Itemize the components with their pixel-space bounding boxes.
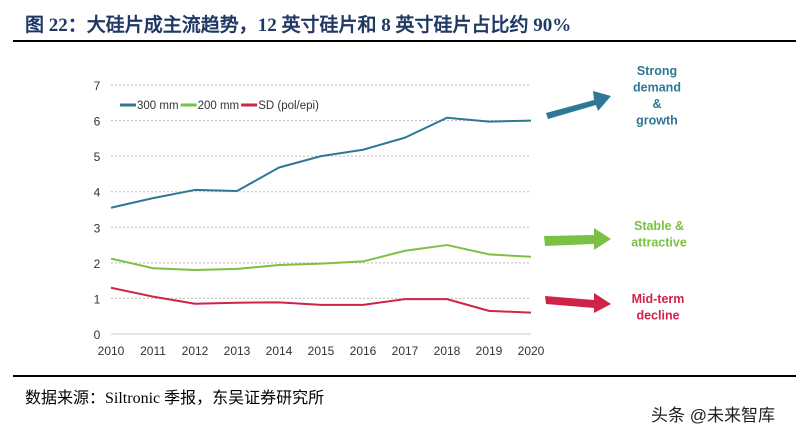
series-line-200-mm [110,244,532,271]
annotation-text: Strong [637,64,677,78]
trend-arrow-icon [545,293,611,313]
x-tick-label: 2018 [434,344,461,358]
x-tick-label: 2010 [98,344,125,358]
annotation-text: growth [636,114,678,128]
watermark: 头条 @未来智库 [651,406,775,425]
y-tick-label: 3 [94,221,101,235]
x-tick-label: 2011 [140,344,166,358]
source-divider [13,375,796,377]
y-tick-label: 5 [94,150,101,164]
x-tick-label: 2013 [224,344,251,358]
annotation-text: attractive [631,236,687,250]
series-line-sd-pol-epi- [110,286,532,314]
data-source: 数据来源：Siltronic 季报，东吴证券研究所 [25,390,325,407]
trend-arrow-icon [544,228,611,250]
title-divider [13,40,796,42]
x-tick-label: 2016 [350,344,377,358]
annotation-text: demand [633,81,681,95]
y-tick-label: 1 [94,292,101,306]
annotation-text: decline [636,309,679,323]
trend-arrow-icon [546,91,611,119]
x-tick-label: 2012 [182,344,209,358]
x-tick-label: 2020 [518,344,545,358]
annotation-text: Stable & [634,219,684,233]
annotation-text: Mid-term [632,292,685,306]
legend-label: SD (pol/epi) [258,100,319,112]
series-line-300-mm [110,116,532,209]
legend-label: 200 mm [198,100,240,112]
x-tick-label: 2015 [308,344,335,358]
figure-title: 图 22：大硅片成主流趋势，12 英寸硅片和 8 英寸硅片占比约 90% [25,15,572,36]
legend-label: 300 mm [137,100,179,112]
y-tick-label: 0 [94,328,101,342]
annotation-text: & [652,97,661,111]
x-tick-label: 2019 [476,344,503,358]
y-tick-label: 6 [94,115,101,129]
y-tick-label: 4 [94,186,101,200]
x-tick-label: 2017 [392,344,419,358]
x-tick-label: 2014 [266,344,293,358]
y-tick-label: 7 [94,79,101,93]
y-tick-label: 2 [94,257,101,271]
